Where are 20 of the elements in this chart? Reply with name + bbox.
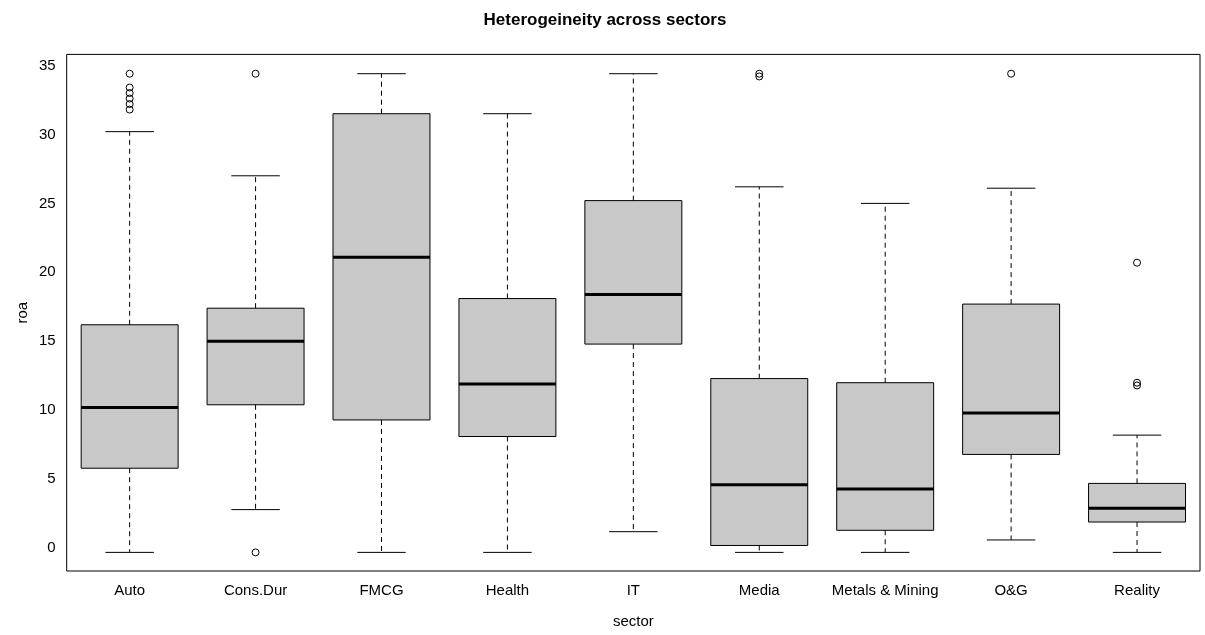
y-axis-title: roa [13, 301, 31, 324]
x-tick-label: Cons.Dur [223, 581, 288, 599]
x-tick-label: O&G [994, 581, 1028, 599]
y-tick-label: 35 [39, 55, 56, 73]
x-tick-label: Auto [114, 581, 146, 599]
y-tick-label: 20 [39, 262, 56, 280]
x-axis-title: sector [612, 612, 654, 630]
y-tick-label: 5 [47, 469, 56, 487]
x-tick-label: Metals & Mining [831, 581, 939, 599]
y-tick-label: 30 [39, 124, 56, 142]
y-tick-label: 0 [47, 538, 56, 556]
chart-title: Heterogeineity across sectors [483, 9, 727, 29]
x-tick-label: Health [485, 581, 530, 599]
y-tick-label: 10 [39, 400, 56, 418]
x-tick-label: Reality [1114, 581, 1161, 599]
x-tick-label: FMCG [359, 581, 404, 599]
x-tick-label: IT [626, 581, 641, 599]
y-tick-label: 15 [39, 331, 56, 349]
x-tick-label: Media [738, 581, 781, 599]
y-tick-label: 25 [39, 193, 56, 211]
